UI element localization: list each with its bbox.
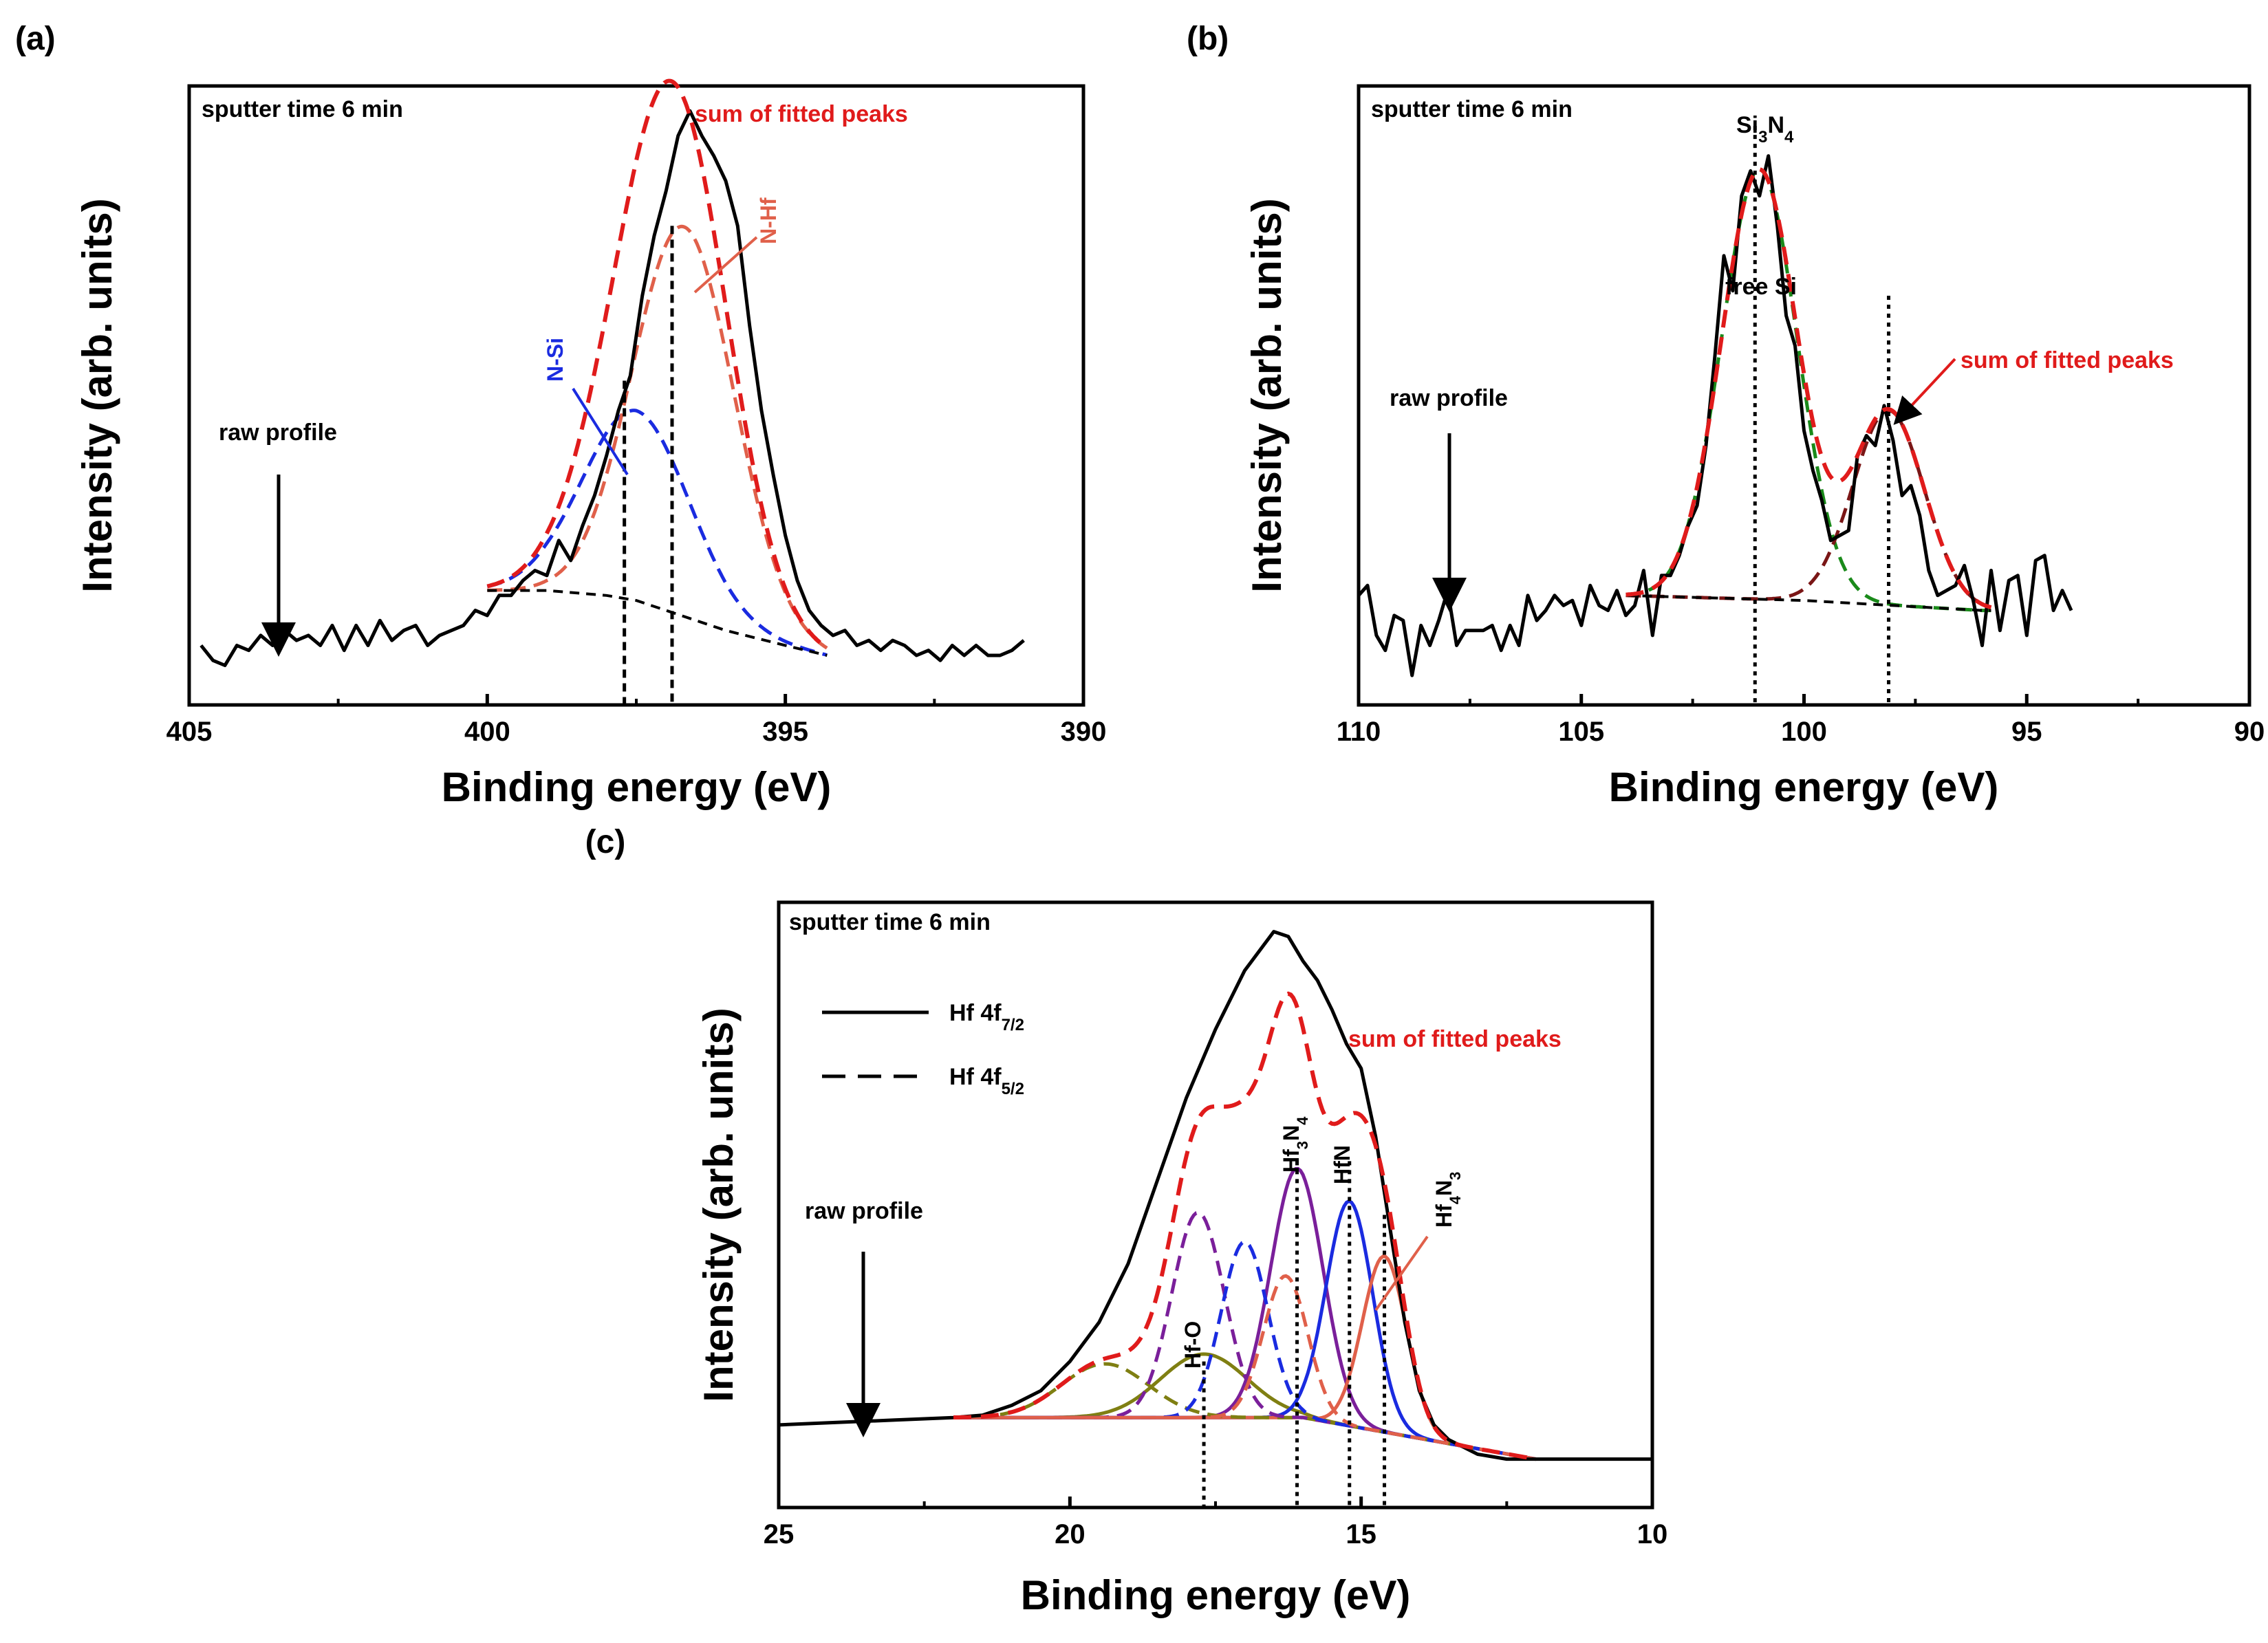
panel-b-sum-fit [1626, 167, 1992, 610]
panel-b-raw-profile [1357, 154, 2073, 677]
panel-c-peak-4 [953, 1362, 1537, 1461]
panel-a-raw-label: raw profile [219, 420, 337, 446]
panel-c-hfn-label: HfN [1330, 1145, 1354, 1184]
panel-b-xtick-label-100: 100 [1781, 717, 1827, 747]
panel-a-xlabel: Binding energy (eV) [442, 764, 832, 810]
panel-b-sum-label: sum of fitted peaks [1961, 347, 2174, 373]
panel-a-peak-1 [487, 224, 828, 650]
panel-c-x-ticks: 25 20 15 10 [764, 1497, 1668, 1549]
panel-c-xtick-label-20: 20 [1055, 1519, 1086, 1549]
panel-a-nsi-label: N-Si [543, 338, 568, 382]
panel-a-sum-fit [486, 78, 829, 650]
panel-a-frame [187, 84, 1086, 707]
panel-c-legend: Hf 4f7/2 Hf 4f5/2 [822, 1000, 1024, 1098]
panel-b: (b) 110 105 100 95 90 Binding energy (eV) In… [1187, 21, 2265, 810]
panel-b-freesi-label: free Si [1725, 274, 1797, 300]
panel-c-sputter-label: sputter time 6 min [789, 909, 991, 935]
panel-c-xlabel: Binding energy (eV) [1021, 1572, 1411, 1618]
panel-c-raw-label: raw profile [805, 1198, 923, 1224]
panel-c-hfo-label: Hf-O [1180, 1321, 1205, 1369]
panel-b-x-ticks: 110 105 100 95 90 [1337, 694, 2265, 747]
panel-b-baseline [1626, 594, 1991, 612]
panel-b-label: (b) [1187, 21, 1229, 57]
panel-a-peak-0 [486, 409, 828, 657]
panel-a-xtick-label-395: 395 [762, 717, 808, 747]
panel-c-xtick-label-10: 10 [1637, 1519, 1668, 1549]
panel-c-plot [778, 930, 1652, 1508]
panel-c-label: (c) [585, 824, 626, 860]
panel-b-xlabel: Binding energy (eV) [1609, 764, 1999, 810]
panel-c-hf4n3-label: Hf4N3 [1432, 1172, 1464, 1228]
panel-c-hf4n3-pointer [1374, 1235, 1429, 1312]
panel-b-xtick-label-110: 110 [1337, 717, 1381, 747]
panel-c-xtick-label-25: 25 [764, 1519, 795, 1549]
panel-b-si3n4-label: Si3N4 [1736, 112, 1794, 146]
panel-c-ylabel: Intensity (arb. units) [695, 1008, 742, 1402]
panel-a-sum-label: sum of fitted peaks [695, 101, 908, 127]
panel-c-peak-7 [953, 1274, 1537, 1461]
panel-a-xtick-label-405: 405 [166, 717, 213, 747]
panel-c: (c) 25 20 15 10 Binding energy (eV) Intensi… [585, 824, 1668, 1618]
panel-b-ylabel: Intensity (arb. units) [1244, 198, 1290, 592]
panel-b-sputter-label: sputter time 6 min [1371, 96, 1573, 122]
panel-c-sum-fit [953, 991, 1537, 1461]
panel-c-hf3n4-label: Hf3N4 [1279, 1116, 1311, 1173]
panel-c-peak-2 [953, 1199, 1537, 1461]
panel-b-sum-pointer [1893, 358, 1956, 425]
panel-a-plot [199, 78, 1025, 705]
panel-a-xtick-label-400: 400 [464, 717, 510, 747]
panel-c-raw-profile [778, 930, 1652, 1461]
panel-c-sum-label: sum of fitted peaks [1348, 1026, 1562, 1052]
panel-c-peak-6 [953, 1239, 1537, 1461]
panel-a: (a) 405 400 395 390 Binding energy (eV) Int… [15, 21, 1106, 810]
panel-c-peak-5 [953, 1210, 1537, 1461]
panel-a-nsi-pointer [572, 387, 629, 476]
panel-a-raw-profile [199, 109, 1025, 667]
panel-b-plot [1357, 126, 2073, 705]
panel-c-peak-3 [953, 1254, 1537, 1461]
panel-a-sputter-label: sputter time 6 min [202, 96, 403, 122]
panel-b-xtick-label-95: 95 [2011, 717, 2042, 747]
legend-hf-72: Hf 4f7/2 [949, 1000, 1024, 1034]
legend-hf-52: Hf 4f5/2 [949, 1064, 1024, 1098]
panel-a-xtick-label-390: 390 [1061, 717, 1107, 747]
panel-b-raw-label: raw profile [1390, 385, 1508, 411]
panel-b-xtick-label-90: 90 [2234, 717, 2265, 747]
panel-b-xtick-label-105: 105 [1558, 717, 1604, 747]
panel-a-label: (a) [15, 21, 56, 57]
panel-a-ylabel: Intensity (arb. units) [74, 198, 120, 592]
panel-a-nhf-label: N-Hf [756, 197, 781, 244]
panel-a-baseline [487, 589, 828, 657]
panel-a-x-ticks: 405 400 395 390 [166, 694, 1107, 747]
panel-c-xtick-label-15: 15 [1346, 1519, 1376, 1549]
panel-a-nhf-pointer [693, 236, 758, 294]
panel-b-peak-1 [1626, 409, 1992, 609]
